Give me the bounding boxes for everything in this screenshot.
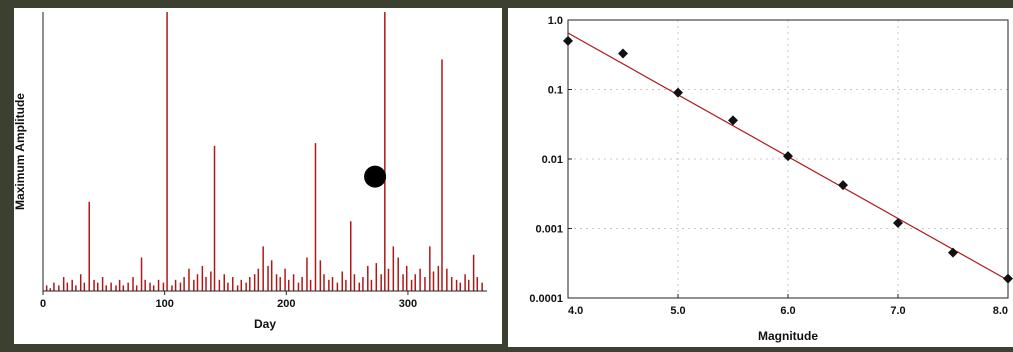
right-x-tick-label: 6.0 (780, 305, 795, 317)
right-y-tick-label: 0.01 (542, 154, 563, 166)
magnitude-point (893, 217, 903, 228)
left-x-ticks: 0 100 200 300 (40, 291, 417, 310)
left-y-axis-label: Maximum Amplitude (13, 93, 27, 210)
right-x-tick-label: 5.0 (670, 305, 685, 317)
left-panel-background (14, 8, 502, 344)
right-x-tick-label: 8.0 (993, 305, 1008, 317)
amplitude-chart: 0 100 200 300 Day Maximum Amplitude (13, 12, 487, 331)
left-x-tick-label: 100 (155, 298, 173, 310)
right-y-tick-label: 0.1 (548, 85, 563, 97)
magnitude-point (1003, 273, 1013, 284)
left-x-tick-label: 0 (40, 298, 46, 310)
right-x-tick-label: 4.0 (568, 305, 583, 317)
left-x-tick-label: 300 (399, 298, 417, 310)
magnitude-point (673, 87, 683, 98)
amplitude-bars (45, 12, 483, 291)
magnitude-point (618, 48, 628, 59)
right-y-tick-label: 1.0 (548, 15, 563, 27)
right-y-tick-label: 0.0001 (529, 293, 563, 305)
magnitude-chart: 4.0 5.0 6.0 7.0 8.0 1.0 0.1 0.01 0.001 0.0001 Mag… (529, 15, 1013, 343)
magnitude-point (838, 180, 848, 191)
left-x-tick-label: 200 (277, 298, 295, 310)
right-x-tick-label: 7.0 (890, 305, 905, 317)
right-y-tick-label: 0.001 (535, 224, 563, 236)
right-axis-ticks: 4.0 5.0 6.0 7.0 8.0 1.0 0.1 0.01 0.001 0.0001 (529, 15, 1009, 317)
left-x-axis-label: Day (254, 317, 276, 331)
magnitude-points (563, 35, 1013, 284)
magnitude-point (728, 115, 738, 126)
magnitude-point (948, 247, 958, 258)
right-panel-background (508, 8, 1013, 347)
magnitude-point (563, 35, 573, 46)
cursor-dot-marker (364, 165, 387, 188)
magnitude-point (783, 151, 793, 162)
right-x-axis-label: Magnitude (758, 329, 818, 343)
